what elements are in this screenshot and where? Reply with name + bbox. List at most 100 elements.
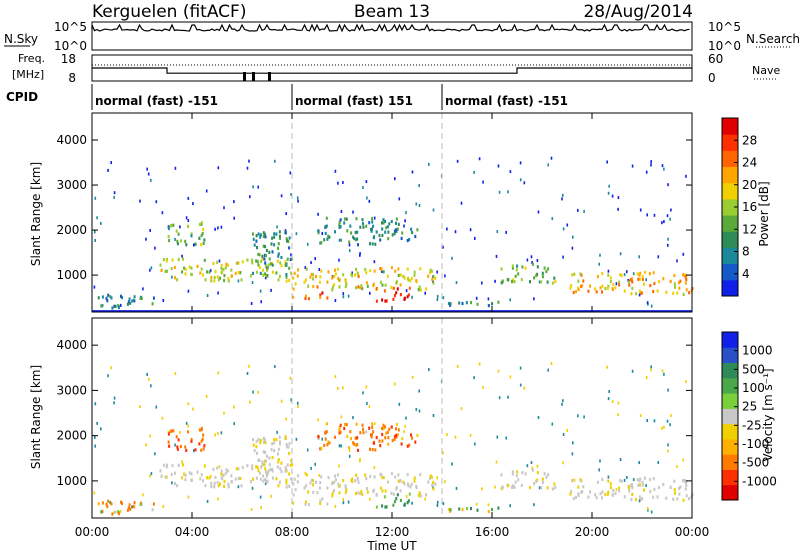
echo-cell xyxy=(369,474,372,478)
echo-cell xyxy=(399,479,402,483)
scatter-point xyxy=(139,405,141,409)
echo-cell xyxy=(241,260,244,264)
scatter-point xyxy=(338,464,340,468)
echo-cell xyxy=(507,278,510,282)
scatter-point xyxy=(394,177,396,181)
echo-cell xyxy=(429,474,432,478)
echo-cell xyxy=(407,484,410,488)
echo-cell xyxy=(406,501,409,505)
echo-cell xyxy=(643,488,645,492)
echo-cell xyxy=(263,463,266,467)
echo-cell xyxy=(304,502,307,506)
colorbar-tick-label: -25 xyxy=(742,418,762,432)
scatter-point xyxy=(233,216,235,220)
scatter-point xyxy=(536,259,539,262)
echo-cell xyxy=(169,429,172,433)
echo-cell xyxy=(185,243,188,247)
echo-cell xyxy=(601,477,604,481)
echo-cell xyxy=(328,441,331,445)
scatter-point xyxy=(233,200,235,204)
echo-cell xyxy=(407,499,410,503)
echo-cell xyxy=(410,433,413,437)
echo-cell xyxy=(275,271,278,275)
scatter-point xyxy=(214,433,216,437)
echo-cell xyxy=(277,447,280,451)
scatter-point xyxy=(432,208,435,212)
echo-cell xyxy=(580,479,583,483)
echo-cell xyxy=(101,509,104,514)
echo-cell xyxy=(139,502,142,507)
echo-cell xyxy=(160,474,163,478)
echo-cell xyxy=(271,270,274,274)
echo-cell xyxy=(194,242,197,246)
echo-cell xyxy=(375,299,378,303)
scatter-point xyxy=(496,230,499,233)
scatter-point xyxy=(217,371,220,375)
echo-cell xyxy=(220,472,223,476)
echo-cell xyxy=(399,293,402,297)
scatter-point xyxy=(550,362,553,365)
echo-cell xyxy=(631,280,634,284)
echo-cell xyxy=(256,451,258,455)
scatter-point xyxy=(139,199,141,203)
echo-cell xyxy=(408,237,411,242)
echo-cell xyxy=(260,259,263,263)
station-title: Kerguelen (fitACF) xyxy=(92,2,246,22)
scatter-point xyxy=(179,431,181,434)
echo-cell xyxy=(269,262,272,266)
echo-cell xyxy=(652,289,655,294)
echo-cell xyxy=(579,272,582,276)
scatter-point xyxy=(223,206,225,210)
echo-cell xyxy=(410,482,413,486)
echo-cell xyxy=(114,510,117,514)
echo-cell xyxy=(266,480,269,484)
echo-cell xyxy=(285,273,288,277)
echo-cell xyxy=(334,474,336,478)
echo-cell xyxy=(638,479,641,483)
scatter-point xyxy=(187,424,190,428)
echo-cell xyxy=(129,507,132,511)
echo-cell xyxy=(491,508,493,512)
echo-cell xyxy=(346,434,349,438)
echo-cell xyxy=(310,272,313,276)
echo-cell xyxy=(307,297,310,301)
scatter-point xyxy=(531,261,533,264)
colorbar-swatch xyxy=(722,231,738,248)
echo-cell xyxy=(594,287,597,291)
echo-cell xyxy=(266,472,269,476)
scatter-point xyxy=(107,168,109,172)
echo-cell xyxy=(393,500,396,504)
echo-cell xyxy=(280,264,283,268)
echo-cell xyxy=(359,225,362,229)
echo-cell xyxy=(331,494,334,498)
scatter-point xyxy=(632,272,635,276)
echo-cell xyxy=(200,473,203,477)
echo-cell xyxy=(379,238,382,242)
echo-cell xyxy=(429,270,431,275)
echo-cell xyxy=(407,293,410,297)
echo-cell xyxy=(97,296,100,300)
echo-cell xyxy=(371,425,374,429)
scatter-point xyxy=(547,368,549,372)
echo-cell xyxy=(127,506,130,510)
echo-cell xyxy=(167,226,170,231)
echo-cell xyxy=(297,268,300,272)
echo-cell xyxy=(266,266,269,270)
echo-cell xyxy=(379,472,382,476)
echo-cell xyxy=(183,266,186,270)
echo-cell xyxy=(342,479,345,483)
echo-cell xyxy=(290,271,293,275)
echo-cell xyxy=(679,279,682,283)
echo-cell xyxy=(352,441,355,445)
scatter-point xyxy=(119,303,122,307)
echo-cell xyxy=(497,506,500,510)
echo-cell xyxy=(408,492,411,496)
scatter-point xyxy=(685,380,687,384)
echo-cell xyxy=(572,496,575,501)
echo-cell xyxy=(381,227,384,231)
echo-cell xyxy=(200,267,203,271)
echo-cell xyxy=(199,271,202,275)
echo-cell xyxy=(304,296,307,300)
scatter-point xyxy=(444,480,446,484)
echo-cell xyxy=(656,289,659,293)
